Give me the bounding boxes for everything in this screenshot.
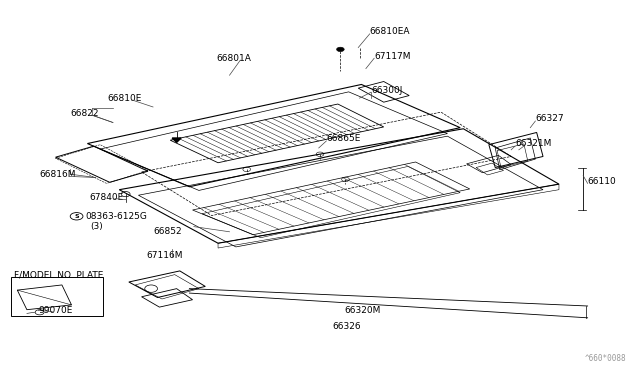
Text: F/MODEL NO. PLATE: F/MODEL NO. PLATE xyxy=(14,271,104,280)
Text: 67116M: 67116M xyxy=(147,251,183,260)
Circle shape xyxy=(337,47,344,52)
Text: 66810E: 66810E xyxy=(107,94,141,103)
Text: ^660*0088: ^660*0088 xyxy=(584,354,626,363)
Text: 66110: 66110 xyxy=(588,177,616,186)
Text: 66300J: 66300J xyxy=(371,86,403,94)
Text: 99070E: 99070E xyxy=(38,305,73,315)
Text: 67117M: 67117M xyxy=(374,52,411,61)
Text: 66816M: 66816M xyxy=(40,170,76,179)
Text: 66852: 66852 xyxy=(153,227,182,235)
Text: 66810EA: 66810EA xyxy=(370,27,410,36)
Text: 08363-6125G: 08363-6125G xyxy=(86,212,147,221)
Text: S: S xyxy=(74,214,79,219)
Polygon shape xyxy=(172,138,181,142)
Text: 66801A: 66801A xyxy=(217,54,252,63)
Text: 66320M: 66320M xyxy=(344,306,381,315)
Text: 67840E: 67840E xyxy=(90,193,124,202)
Text: 66326: 66326 xyxy=(333,322,362,331)
Text: 66321M: 66321M xyxy=(515,140,552,148)
Text: 66327: 66327 xyxy=(536,114,564,123)
Text: 66865E: 66865E xyxy=(326,134,361,143)
Text: (3): (3) xyxy=(91,222,103,231)
Text: 66822: 66822 xyxy=(70,109,99,118)
